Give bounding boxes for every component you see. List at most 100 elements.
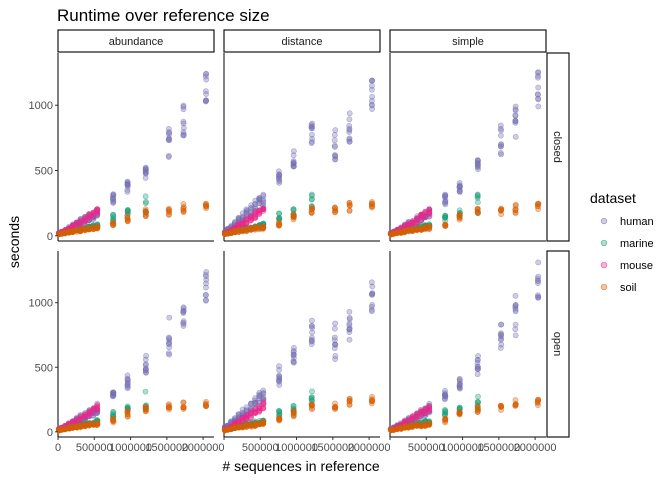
data-point-soil — [202, 200, 209, 207]
data-point-soil — [165, 207, 172, 213]
data-point-human — [497, 321, 504, 328]
data-point-marine — [142, 388, 149, 395]
data-point-human — [346, 127, 353, 133]
data-point-soil — [475, 405, 481, 412]
data-point-human — [331, 131, 338, 138]
data-point-human — [180, 102, 187, 109]
legend-key-mouse — [600, 261, 608, 269]
data-point-human — [474, 371, 481, 378]
data-point-marine — [142, 193, 149, 200]
facet-row-strip-closed — [546, 52, 570, 242]
data-point-human — [180, 132, 187, 139]
data-point-human — [165, 340, 172, 347]
data-point-human — [276, 174, 282, 180]
data-point-mouse — [94, 406, 100, 413]
data-point-soil — [166, 208, 173, 215]
chart-title: Runtime over reference size — [57, 6, 270, 25]
data-point-human — [512, 112, 519, 119]
data-point-human — [308, 317, 315, 324]
facet-row-label-closed: closed — [551, 131, 563, 163]
data-point-human — [180, 319, 187, 326]
data-point-human — [331, 143, 338, 150]
data-point-human — [203, 76, 210, 83]
data-point-human — [202, 88, 209, 94]
data-point-human — [260, 191, 267, 198]
x-tick-label: 2000000 — [514, 442, 557, 454]
data-point-mouse — [426, 209, 433, 216]
data-point-human — [512, 117, 519, 124]
data-point-marine — [142, 200, 149, 206]
data-point-mouse — [426, 403, 432, 410]
data-point-human — [535, 259, 542, 266]
data-point-human — [497, 132, 504, 139]
data-point-human — [535, 103, 542, 110]
data-point-human — [110, 195, 116, 201]
data-point-human — [124, 188, 131, 195]
data-point-marine — [110, 213, 117, 220]
data-point-human — [203, 269, 210, 275]
data-point-human — [142, 362, 149, 368]
y-tick-label: 500 — [35, 166, 53, 178]
data-point-human — [308, 138, 315, 145]
data-point-human — [165, 154, 172, 160]
data-point-human — [346, 110, 353, 117]
data-point-human — [142, 169, 149, 176]
data-point-human — [369, 93, 375, 100]
data-point-human — [456, 184, 463, 191]
x-tick-label: 500000 — [76, 442, 113, 454]
data-point-human — [474, 356, 481, 363]
y-axis-title: seconds — [6, 216, 22, 268]
y-tick-label: 1000 — [29, 298, 53, 310]
data-point-marine — [276, 408, 283, 415]
data-point-soil — [290, 211, 297, 218]
data-point-mouse — [260, 207, 267, 214]
data-point-human — [369, 77, 375, 84]
legend-label-mouse: mouse — [620, 260, 653, 272]
data-point-human — [346, 320, 353, 327]
data-point-human — [308, 131, 315, 138]
data-point-human — [535, 96, 542, 103]
data-point-soil — [290, 411, 297, 418]
data-point-human — [180, 309, 187, 315]
data-point-human — [202, 71, 209, 78]
data-point-human — [512, 308, 519, 315]
data-point-soil — [110, 220, 117, 227]
data-point-soil — [346, 199, 353, 206]
data-point-human — [308, 334, 315, 341]
data-point-human — [290, 351, 297, 358]
data-point-human — [346, 336, 353, 343]
data-point-soil — [180, 201, 187, 207]
data-point-human — [332, 153, 339, 160]
data-point-human — [180, 304, 187, 311]
legend-key-soil — [600, 283, 608, 291]
data-point-soil — [456, 409, 463, 416]
data-point-human — [442, 192, 449, 199]
data-point-human — [346, 329, 353, 335]
data-point-human — [180, 120, 187, 127]
x-axis-title: # sequences in reference — [222, 458, 379, 474]
data-point-soil — [165, 402, 172, 408]
data-point-human — [276, 373, 283, 380]
data-point-marine — [308, 394, 315, 401]
data-point-marine — [474, 194, 481, 201]
data-point-mouse — [94, 206, 101, 213]
data-point-human — [535, 293, 541, 300]
data-point-human — [535, 74, 541, 81]
data-point-human — [124, 182, 131, 189]
data-point-marine — [475, 393, 481, 400]
data-point-mouse — [94, 208, 101, 214]
data-point-soil — [142, 405, 149, 412]
data-point-human — [166, 314, 173, 321]
data-point-human — [512, 321, 519, 328]
x-tick-label: 2000000 — [182, 442, 225, 454]
data-point-human — [110, 390, 116, 397]
data-point-soil — [442, 221, 448, 228]
data-point-human — [331, 137, 338, 144]
data-point-human — [142, 164, 149, 171]
data-point-human — [346, 314, 353, 321]
data-point-human — [202, 292, 209, 299]
facet-strip-distance — [223, 29, 381, 53]
x-tick-label: 2000000 — [348, 442, 391, 454]
